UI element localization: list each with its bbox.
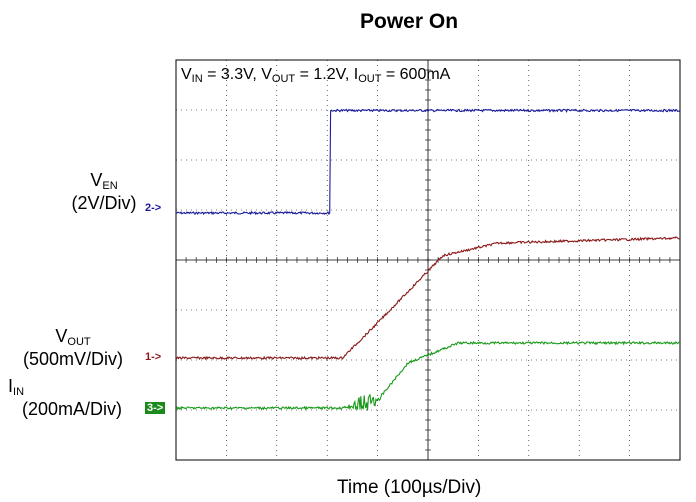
vout-subscript: OUT <box>271 73 296 85</box>
iin-symbol: I <box>8 376 14 396</box>
vout-value: = 1.2V, <box>295 66 354 83</box>
vin-subscript: IN <box>191 73 203 85</box>
trace-ch2 <box>175 108 681 216</box>
iout-subscript: OUT <box>358 73 382 85</box>
ven-symbol: V <box>90 170 103 190</box>
iin-channel-label: IIN (200mA/Div) <box>0 376 144 419</box>
ch1-marker: 1-> <box>145 351 162 363</box>
ven-channel-label: VEN (2V/Div) <box>54 170 154 213</box>
ch2-marker: 2-> <box>145 202 162 214</box>
chart-title: Power On <box>360 10 459 33</box>
vin-value: = 3.3V, <box>202 66 262 83</box>
ven-scale: (2V/Div) <box>71 193 137 213</box>
ven-subscript: EN <box>102 180 118 192</box>
trace-ch1 <box>175 236 681 361</box>
vin-symbol: V <box>181 66 192 83</box>
vout-ch-subscript: OUT <box>67 336 91 348</box>
test-conditions: VIN = 3.3V, VOUT = 1.2V, IOUT = 600mA <box>181 66 451 85</box>
vout-ch-symbol: V <box>55 326 68 346</box>
trace-ch3 <box>175 340 681 411</box>
vout-symbol: V <box>261 66 272 83</box>
iout-symbol: I <box>353 66 359 83</box>
iin-scale: (200mA/Div) <box>21 399 123 419</box>
vout-scale: (500mV/Div) <box>22 349 124 369</box>
iin-subscript: IN <box>13 386 25 398</box>
ch3-marker: 3-> <box>145 402 166 414</box>
vout-channel-label: VOUT (500mV/Div) <box>2 326 144 369</box>
x-axis-label: Time (100µs/Div) <box>337 477 482 498</box>
iout-value: = 600mA <box>381 66 451 83</box>
